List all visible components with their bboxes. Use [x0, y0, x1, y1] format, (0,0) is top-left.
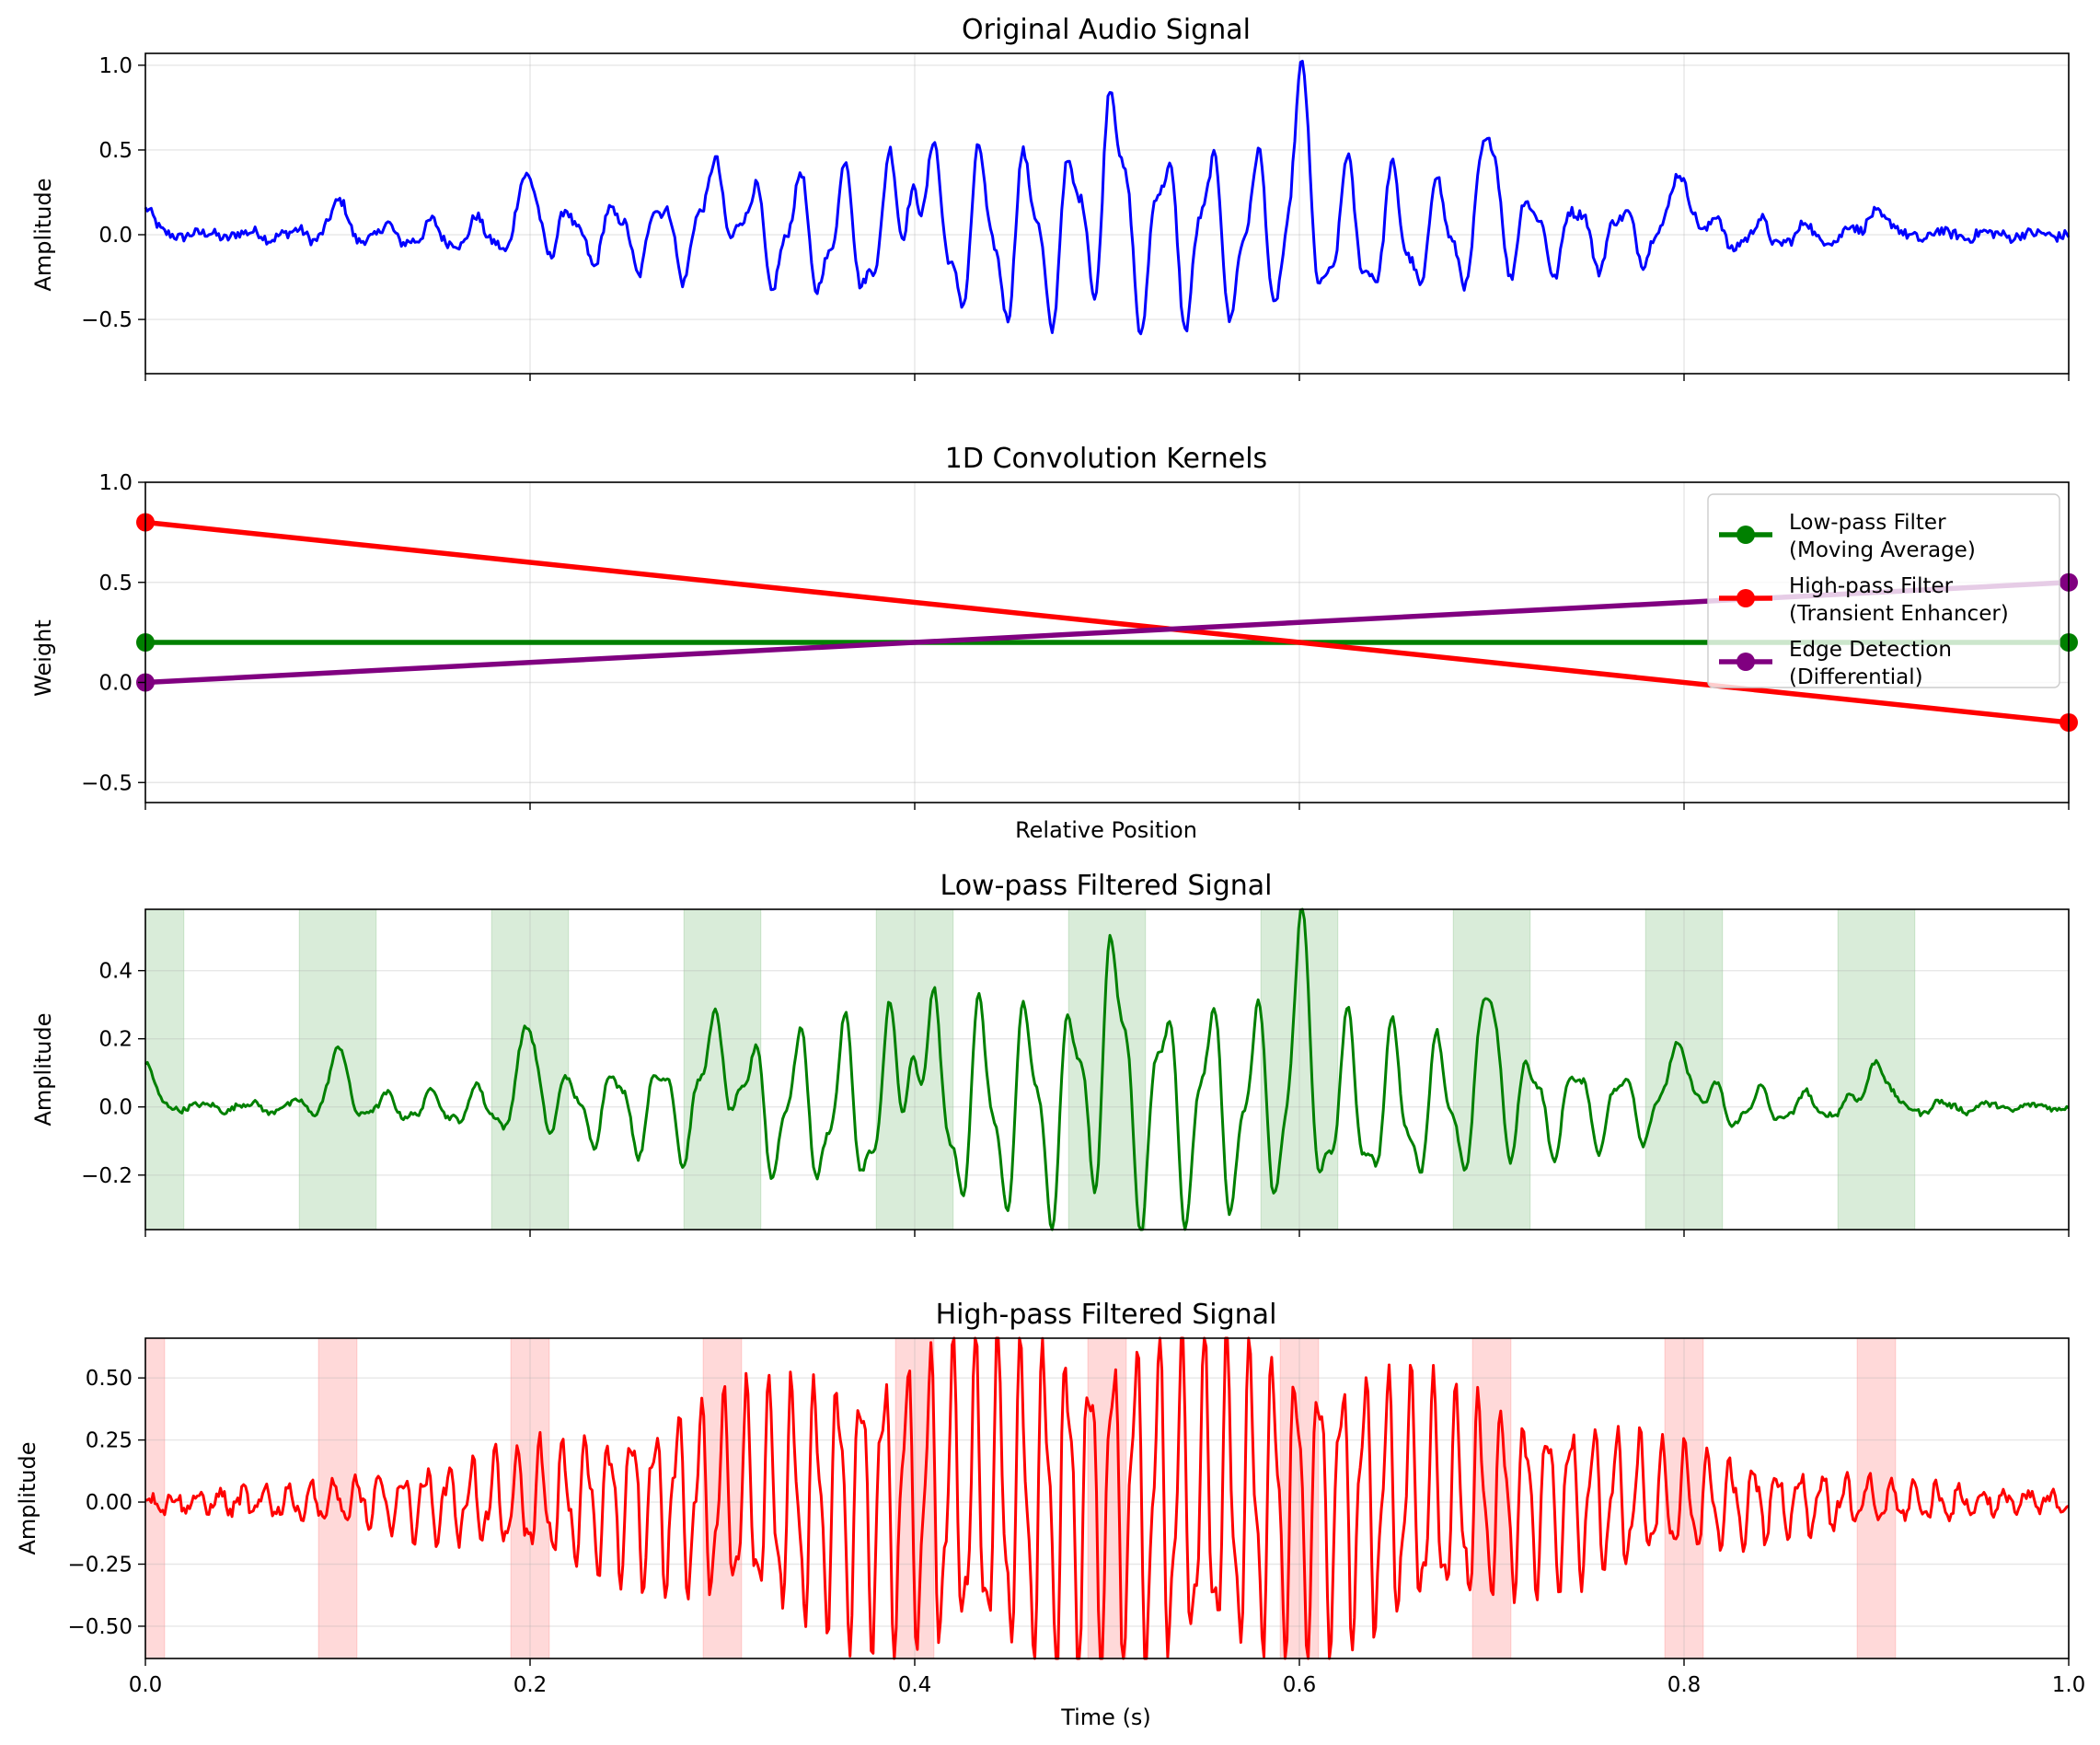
ytick-label-0: −0.5: [81, 771, 133, 795]
xtick-label-1: 0.2: [513, 1673, 548, 1697]
legend-label-0-0: Low-pass Filter: [1789, 511, 1946, 535]
axes-frame-original: [144, 52, 2070, 375]
ytick-label-1: 0.0: [98, 1096, 133, 1120]
legend-marker-0: [1737, 526, 1755, 544]
xlabel-kernels: Relative Position: [1015, 817, 1197, 843]
plot-area-highpass: [144, 1336, 2070, 1660]
axes-frame-lowpass: [144, 908, 2070, 1231]
ticks-kernels: −0.5 0.0 0.5 1.0: [81, 471, 2070, 810]
ytick-label-4: 0.50: [86, 1367, 133, 1391]
ytick-label-1: −0.25: [68, 1553, 133, 1577]
shaded-region-3: [702, 1337, 743, 1659]
panel-lowpass: Low-pass Filtered Signal Amplitude −0.2 0…: [30, 870, 2070, 1237]
plot-area-original: [144, 60, 2071, 336]
shaded-region-6: [1260, 908, 1339, 1231]
panel-title-lowpass: Low-pass Filtered Signal: [940, 870, 1273, 902]
ticks-highpass: 0.0 0.2 0.4 0.6 0.8 1.0 −0.50 −0.25 0.00 0.25 0.50: [68, 1367, 2086, 1697]
axes-frame-highpass: [144, 1337, 2070, 1659]
shaded-regions-highpass: [144, 1337, 1897, 1659]
shaded-region-8: [1644, 908, 1724, 1231]
panel-original-audio: Original Audio Signal Amplitude −0.5 0.0 0…: [30, 14, 2071, 381]
xtick-label-4: 0.8: [1667, 1673, 1702, 1697]
shaded-region-7: [1452, 908, 1531, 1231]
shaded-region-9: [1837, 908, 1916, 1231]
ylabel-kernels: Weight: [30, 619, 56, 697]
ylabel-highpass: Amplitude: [15, 1442, 40, 1555]
ytick-label-0: −0.2: [81, 1164, 133, 1188]
legend-label-2-1: (Differential): [1789, 665, 1923, 689]
ylabel-original: Amplitude: [30, 179, 56, 292]
series-line-0: [144, 60, 2071, 336]
legend-marker-2: [1737, 653, 1755, 671]
panel-highpass: High-pass Filtered Signal Amplitude Time…: [15, 1299, 2085, 1730]
ytick-label-0: −0.5: [81, 308, 133, 332]
series-line-2: [144, 907, 2070, 1231]
xtick-label-3: 0.6: [1283, 1673, 1317, 1697]
legend: Low-pass Filter (Moving Average) High-pass…: [1707, 493, 2060, 689]
ytick-label-1: 0.0: [98, 224, 133, 248]
ytick-label-1: 0.0: [98, 672, 133, 696]
shaded-region-1: [298, 908, 377, 1231]
shaded-regions-lowpass: [144, 908, 1916, 1231]
series-line-3: [144, 1336, 2070, 1660]
legend-label-0-1: (Moving Average): [1789, 538, 1976, 562]
shaded-region-3: [683, 908, 762, 1231]
plot-area-lowpass: [144, 907, 2070, 1231]
xtick-label-2: 0.4: [898, 1673, 932, 1697]
ytick-label-2: 0.5: [98, 139, 133, 163]
ytick-label-2: 0.2: [98, 1028, 133, 1052]
axes-frame-kernels: [144, 481, 2070, 803]
panel-title-highpass: High-pass Filtered Signal: [936, 1299, 1277, 1331]
ytick-label-0: −0.50: [68, 1615, 133, 1639]
ticks-original: −0.5 0.0 0.5 1.0: [81, 54, 2070, 381]
xtick-label-0: 0.0: [129, 1673, 163, 1697]
ytick-label-2: 0.5: [98, 572, 133, 595]
ytick-label-3: 1.0: [98, 54, 133, 78]
panel-title-kernels: 1D Convolution Kernels: [945, 443, 1267, 475]
panel-title-original: Original Audio Signal: [962, 14, 1251, 46]
legend-marker-1: [1737, 589, 1755, 607]
legend-label-1-0: High-pass Filter: [1789, 574, 1954, 598]
shaded-region-2: [490, 908, 570, 1231]
ytick-label-3: 1.0: [98, 471, 133, 495]
ytick-label-2: 0.00: [86, 1491, 133, 1515]
legend-box: [1707, 493, 2060, 688]
legend-label-1-1: (Transient Enhancer): [1789, 602, 2009, 626]
ytick-label-3: 0.25: [86, 1429, 133, 1453]
ytick-label-3: 0.4: [98, 960, 133, 984]
ticks-lowpass: −0.2 0.0 0.2 0.4: [81, 960, 2070, 1237]
legend-label-2-0: Edge Detection: [1789, 638, 1952, 662]
xtick-label-5: 1.0: [2052, 1673, 2086, 1697]
xlabel-time: Time (s): [1060, 1705, 1151, 1730]
ylabel-lowpass: Amplitude: [30, 1013, 56, 1127]
kernel-line-1: [144, 519, 2070, 725]
panel-kernels: 1D Convolution Kernels Weight Relative P…: [30, 443, 2078, 843]
